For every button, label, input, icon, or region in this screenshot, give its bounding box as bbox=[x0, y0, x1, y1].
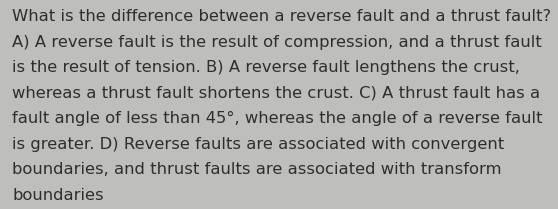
Text: A) A reverse fault is the result of compression, and a thrust fault: A) A reverse fault is the result of comp… bbox=[12, 35, 542, 50]
Text: What is the difference between a reverse fault and a thrust fault?: What is the difference between a reverse… bbox=[12, 9, 551, 24]
Text: fault angle of less than 45°, whereas the angle of a reverse fault: fault angle of less than 45°, whereas th… bbox=[12, 111, 543, 126]
Text: boundaries, and thrust faults are associated with transform: boundaries, and thrust faults are associ… bbox=[12, 162, 502, 177]
Text: whereas a thrust fault shortens the crust. C) A thrust fault has a: whereas a thrust fault shortens the crus… bbox=[12, 86, 540, 101]
Text: boundaries: boundaries bbox=[12, 188, 104, 203]
Text: is greater. D) Reverse faults are associated with convergent: is greater. D) Reverse faults are associ… bbox=[12, 137, 504, 152]
Text: is the result of tension. B) A reverse fault lengthens the crust,: is the result of tension. B) A reverse f… bbox=[12, 60, 520, 75]
